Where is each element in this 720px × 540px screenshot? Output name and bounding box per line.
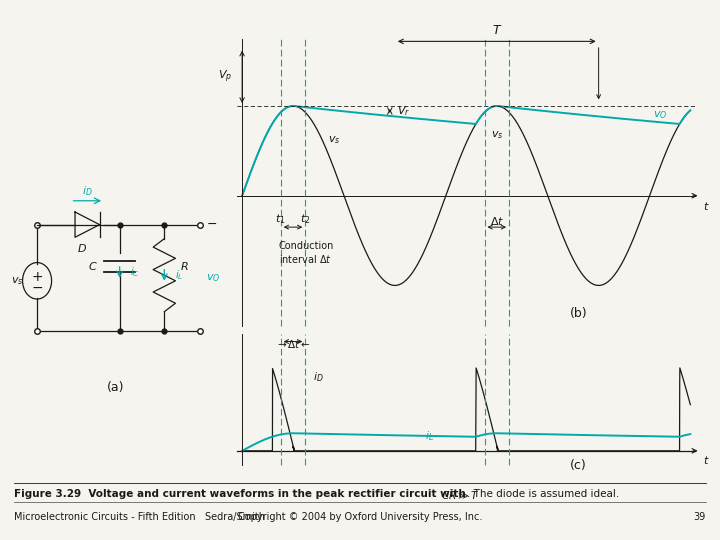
Text: $v_s$: $v_s$ bbox=[490, 130, 503, 141]
Text: $t$: $t$ bbox=[703, 454, 709, 465]
Text: $v_O$: $v_O$ bbox=[206, 272, 220, 284]
Text: $v_s$: $v_s$ bbox=[11, 275, 23, 287]
Text: +: + bbox=[31, 269, 43, 284]
Text: $t$: $t$ bbox=[703, 200, 709, 212]
Text: −: − bbox=[207, 218, 217, 231]
Text: . The diode is assumed ideal.: . The diode is assumed ideal. bbox=[467, 489, 618, 499]
Text: Copyright © 2004 by Oxford University Press, Inc.: Copyright © 2004 by Oxford University Pr… bbox=[238, 512, 482, 522]
Text: Figure 3.29  Voltage and current waveforms in the peak rectifier circuit with: Figure 3.29 Voltage and current waveform… bbox=[14, 489, 466, 499]
Text: (b): (b) bbox=[570, 307, 587, 320]
Text: $i_L$: $i_L$ bbox=[426, 429, 434, 443]
Text: (a): (a) bbox=[107, 381, 124, 394]
Text: $i_C$: $i_C$ bbox=[130, 266, 140, 279]
Text: C: C bbox=[89, 262, 96, 272]
Text: (c): (c) bbox=[570, 460, 587, 472]
Text: $i_D$: $i_D$ bbox=[313, 370, 324, 384]
Text: $\Delta t$: $\Delta t$ bbox=[490, 215, 504, 227]
Text: $v_s$: $v_s$ bbox=[328, 134, 340, 146]
Text: $v_O$: $v_O$ bbox=[652, 109, 667, 120]
Text: R: R bbox=[181, 262, 188, 272]
Text: D: D bbox=[78, 244, 86, 253]
Text: −: − bbox=[31, 281, 43, 295]
Text: $T$: $T$ bbox=[492, 24, 502, 37]
Text: $V_r$: $V_r$ bbox=[397, 104, 410, 118]
Text: 39: 39 bbox=[693, 512, 706, 522]
Text: $V_p$: $V_p$ bbox=[217, 69, 232, 85]
Text: $t_2$: $t_2$ bbox=[300, 212, 310, 226]
Text: $CR\gg T$: $CR\gg T$ bbox=[441, 489, 479, 501]
Text: Microelectronic Circuits - Fifth Edition   Sedra/Smith: Microelectronic Circuits - Fifth Edition… bbox=[14, 512, 266, 522]
Text: $i_L$: $i_L$ bbox=[176, 268, 184, 282]
Text: $t_1$: $t_1$ bbox=[276, 212, 286, 226]
Text: $i_D$: $i_D$ bbox=[82, 184, 93, 198]
Text: $\rightarrow \Delta t \leftarrow$: $\rightarrow \Delta t \leftarrow$ bbox=[275, 338, 311, 349]
Text: Conduction
interval $\Delta t$: Conduction interval $\Delta t$ bbox=[279, 241, 334, 265]
